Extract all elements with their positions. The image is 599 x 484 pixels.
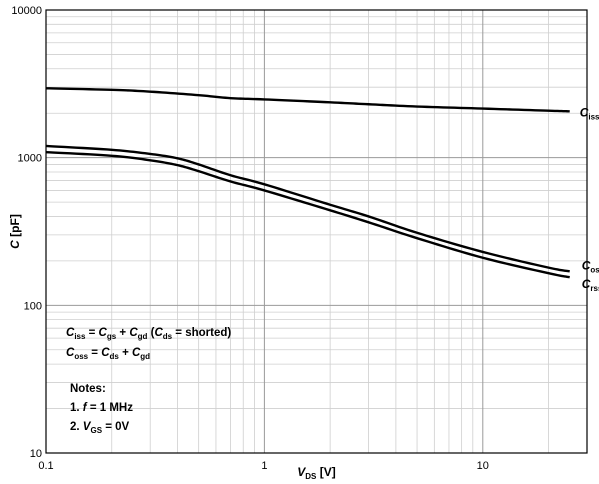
minor-gridlines [46,10,588,453]
y-tick-label: 100 [24,300,42,312]
plot-frame [45,9,588,454]
ciss-label: Ciss [580,105,599,121]
major-gridlines [45,10,587,454]
y-tick-labels: 10 100 1000 10000 [11,5,42,460]
formula-annotations: Ciss = Cgs + Cgd (Cds = shorted) Coss = C… [66,327,231,361]
crss-label: Crss [582,277,599,293]
y-tick-label: 1000 [18,153,42,165]
series-labels: Ciss Coss Crss [580,105,599,293]
data-curves [45,87,571,279]
x-tick-label: 10 [477,460,489,472]
note-line: Notes: [70,383,106,395]
x-tick-labels: 0.1 1 10 [38,460,489,472]
crss-curve [45,150,571,279]
x-axis-title: VDS [V] [297,465,335,481]
note-line: 2. VGS = 0V [70,421,130,435]
formula-line: Ciss = Cgs + Cgd (Cds = shorted) [66,327,231,341]
test-notes: Notes: 1. f = 1 MHz 2. VGS = 0V [70,383,133,435]
coss-curve [45,144,571,273]
x-tick-label: 0.1 [38,460,53,472]
x-tick-label: 1 [261,460,267,472]
note-line: 1. f = 1 MHz [70,402,133,414]
y-axis-title: C [pF] [8,214,22,249]
y-tick-label: 10000 [11,5,42,17]
ciss-curve [45,87,571,113]
y-tick-label: 10 [30,448,42,460]
formula-line: Coss = Cds + Cgd [66,347,150,361]
coss-label: Coss [582,258,599,274]
